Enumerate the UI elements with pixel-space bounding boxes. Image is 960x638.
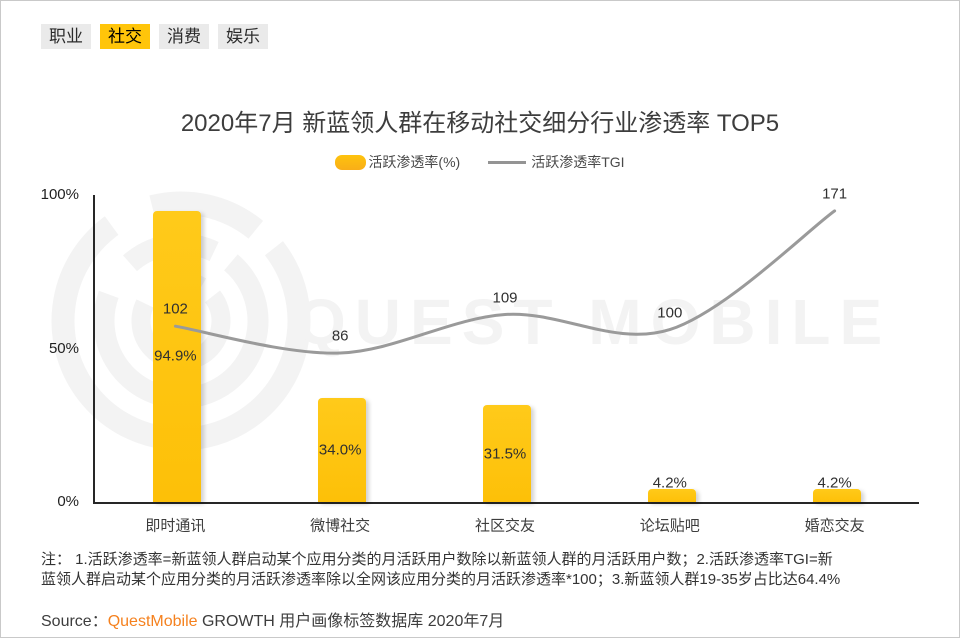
x-axis-label: 社区交友: [474, 517, 536, 535]
source-rest: GROWTH 用户画像标签数据库 2020年7月: [197, 613, 505, 630]
bar-value-label: 31.5%: [483, 445, 527, 463]
footnote-line1: 注： 1.活跃渗透率=新蓝领人群启动某个应用分类的月活跃用户数除以新蓝领人群的月…: [41, 551, 833, 568]
tgi-value-label: 102: [162, 300, 188, 318]
line-legend-label: 活跃渗透率TGI: [531, 154, 625, 170]
bar-value-label: 4.2%: [652, 474, 687, 492]
bar-2: [483, 405, 531, 502]
tab-1[interactable]: 社交: [100, 24, 150, 50]
y-axis-tick: 100%: [40, 186, 79, 203]
source-line: Source：QuestMobile GROWTH 用户画像标签数据库 2020…: [41, 607, 504, 631]
bar-3: [647, 489, 696, 502]
footnote-line2: 蓝领人群启动某个应用分类的月活跃渗透率除以全网该应用分类的月活跃渗透率*100；…: [41, 571, 841, 588]
x-axis-label: 论坛贴吧: [639, 517, 700, 535]
brand-name: QuestMobile: [107, 613, 198, 630]
bar-value-label: 34.0%: [318, 441, 362, 459]
tgi-value-label: 86: [331, 327, 349, 345]
y-axis-tick: 50%: [48, 339, 79, 357]
x-axis-label: 婚恋交友: [804, 517, 865, 535]
tab-0[interactable]: 职业: [41, 24, 91, 50]
x-axis-label: 即时通讯: [145, 517, 206, 535]
bar-4: [812, 489, 861, 502]
tgi-value-label: 100: [657, 304, 683, 322]
bar-legend-label: 活跃渗透率(%): [368, 154, 461, 170]
y-axis-tick: 0%: [57, 493, 79, 510]
tab-3[interactable]: 娱乐: [218, 24, 268, 50]
chart-title: 2020年7月 新蓝领人群在移动社交细分行业渗透率 TOP5: [180, 110, 780, 137]
source-label: Source：: [41, 613, 108, 630]
category-tab-bar: 职业 社交 消费 娱乐: [41, 24, 268, 50]
bar-1: [318, 397, 367, 502]
bar-legend-swatch-icon: [335, 154, 367, 170]
tab-2[interactable]: 消费: [159, 24, 209, 50]
footnote: 注： 1.活跃渗透率=新蓝领人群启动某个应用分类的月活跃用户数除以新蓝领人群的月…: [41, 550, 926, 590]
line-legend-swatch-icon: [488, 160, 527, 164]
tgi-value-label: 109: [492, 289, 518, 307]
bar-value-label: 4.2%: [817, 474, 852, 492]
bar-value-label: 94.9%: [154, 347, 197, 365]
x-axis-label: 微博社交: [310, 517, 371, 535]
tgi-value-label: 171: [822, 185, 848, 203]
chart-legend: 活跃渗透率(%) 活跃渗透率TGI: [1, 152, 959, 172]
